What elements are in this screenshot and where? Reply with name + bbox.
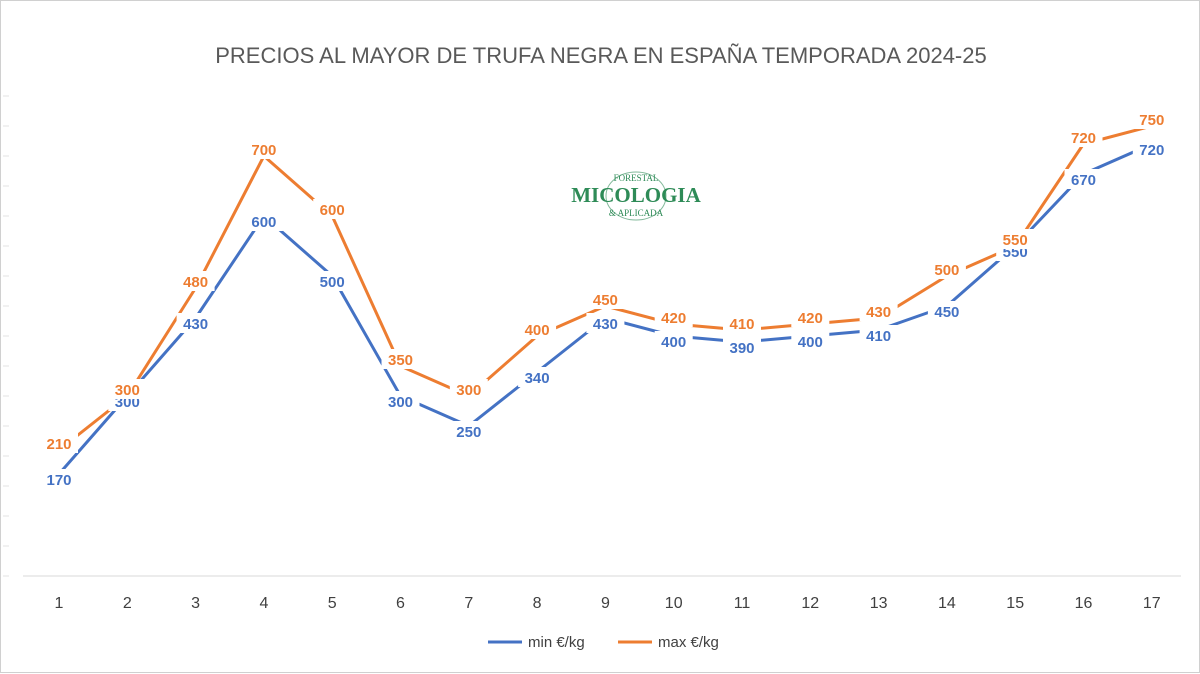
data-label-bg: [791, 331, 830, 351]
legend-item-min: min €/kg: [488, 634, 585, 651]
data-label-max: 300: [456, 382, 481, 399]
data-label-bg: [176, 271, 215, 291]
data-label-bg: [518, 367, 557, 387]
data-label-max: 300: [115, 382, 140, 399]
data-label-bg: [1064, 127, 1103, 147]
logo-ring: [605, 171, 667, 221]
x-tick-label: 6: [396, 595, 405, 612]
data-label-bg: [654, 331, 693, 351]
data-label-max: 720: [1071, 130, 1096, 147]
x-tick-label: 9: [601, 595, 610, 612]
x-tick-label: 1: [55, 595, 64, 612]
data-label-min: 430: [593, 316, 618, 333]
x-tick-label: 17: [1143, 595, 1161, 612]
y-axis-ticks: [3, 95, 9, 577]
x-tick-label: 3: [191, 595, 200, 612]
data-label-bg: [859, 325, 898, 345]
data-label-min: 450: [934, 304, 959, 321]
data-label-bg: [859, 301, 898, 321]
data-label-bg: [723, 337, 761, 357]
data-label-min: 500: [320, 274, 345, 291]
data-labels: 170 300 430 600 500 300 250 340 430 400 390 400 410 4…: [40, 109, 1171, 489]
data-label-bg: [654, 307, 693, 327]
legend-label: max €/kg: [658, 634, 719, 651]
data-label-min: 410: [866, 328, 891, 345]
x-tick-label: 16: [1075, 595, 1093, 612]
data-label-bg: [313, 271, 352, 291]
data-label-min: 300: [388, 394, 413, 411]
data-label-min: 250: [456, 424, 481, 441]
data-label-max: 420: [798, 310, 823, 327]
data-label-bg: [518, 319, 557, 339]
data-label-bg: [381, 391, 420, 411]
chart-title: PRECIOS AL MAYOR DE TRUFA NEGRA EN ESPAÑ…: [215, 43, 986, 68]
data-label-max: 430: [866, 304, 891, 321]
x-tick-label: 8: [533, 595, 542, 612]
x-tick-label: 11: [734, 595, 751, 612]
x-tick-label: 15: [1006, 595, 1024, 612]
x-tick-label: 7: [464, 595, 473, 612]
data-label-min: 400: [661, 334, 686, 351]
data-label-bg: [996, 229, 1035, 249]
data-label-min: 170: [46, 472, 71, 489]
data-label-max: 410: [729, 316, 754, 333]
data-label-bg: [791, 307, 830, 327]
data-label-bg: [108, 379, 147, 399]
legend: min €/kg max €/kg: [488, 634, 719, 651]
data-label-min: 430: [183, 316, 208, 333]
legend-label: min €/kg: [528, 634, 585, 651]
data-label-max: 480: [183, 274, 208, 291]
data-label-min: 670: [1071, 172, 1096, 189]
data-label-bg: [723, 313, 761, 333]
x-axis-tick-labels: 1 2 3 4 5 6 7 8 9 10 11 12 13 14 15 16 17: [55, 595, 1161, 612]
logo-text-main: MICOLOGIA: [571, 183, 701, 207]
data-label-bg: [381, 349, 420, 369]
logo-text-bottom: & APLICADA: [609, 208, 664, 218]
data-label-max: 420: [661, 310, 686, 327]
data-label-bg: [449, 421, 488, 441]
x-tick-label: 2: [123, 595, 132, 612]
data-label-max: 450: [593, 292, 618, 309]
x-tick-label: 13: [870, 595, 888, 612]
data-label-bg: [244, 139, 283, 159]
data-label-min: 600: [251, 214, 276, 231]
data-label-bg: [927, 259, 966, 279]
data-label-bg: [1132, 139, 1171, 159]
data-label-max: 750: [1139, 112, 1164, 129]
micologia-logo: FORESTAL MICOLOGIA & APLICADA: [571, 171, 702, 221]
data-label-bg: [1064, 169, 1103, 189]
data-label-max: 600: [320, 202, 345, 219]
data-label-max: 350: [388, 352, 413, 369]
data-label-max: 400: [525, 322, 550, 339]
data-label-bg: [244, 211, 283, 231]
x-tick-label: 10: [665, 595, 683, 612]
legend-item-max: max €/kg: [618, 634, 719, 651]
data-label-bg: [586, 313, 625, 333]
data-label-bg: [313, 199, 352, 219]
data-label-max: 700: [251, 142, 276, 159]
x-tick-label: 4: [259, 595, 268, 612]
series-line-max: [57, 124, 1154, 452]
data-label-max: 550: [1003, 232, 1028, 249]
x-tick-label: 12: [801, 595, 819, 612]
data-label-max: 210: [46, 436, 71, 453]
data-label-bg: [176, 313, 215, 333]
data-label-bg: [449, 379, 488, 399]
x-tick-label: 5: [328, 595, 337, 612]
data-label-min: 400: [798, 334, 823, 351]
data-label-min: 340: [525, 370, 550, 387]
data-label-max: 500: [934, 262, 959, 279]
x-tick-label: 14: [938, 595, 956, 612]
logo-text-top: FORESTAL: [614, 173, 659, 183]
data-label-bg: [586, 289, 625, 309]
data-label-bg: [40, 469, 78, 489]
data-label-bg: [1132, 109, 1171, 129]
data-label-bg: [40, 433, 78, 453]
data-label-bg: [927, 301, 966, 321]
data-label-min: 720: [1139, 142, 1164, 159]
data-label-min: 390: [729, 340, 754, 357]
